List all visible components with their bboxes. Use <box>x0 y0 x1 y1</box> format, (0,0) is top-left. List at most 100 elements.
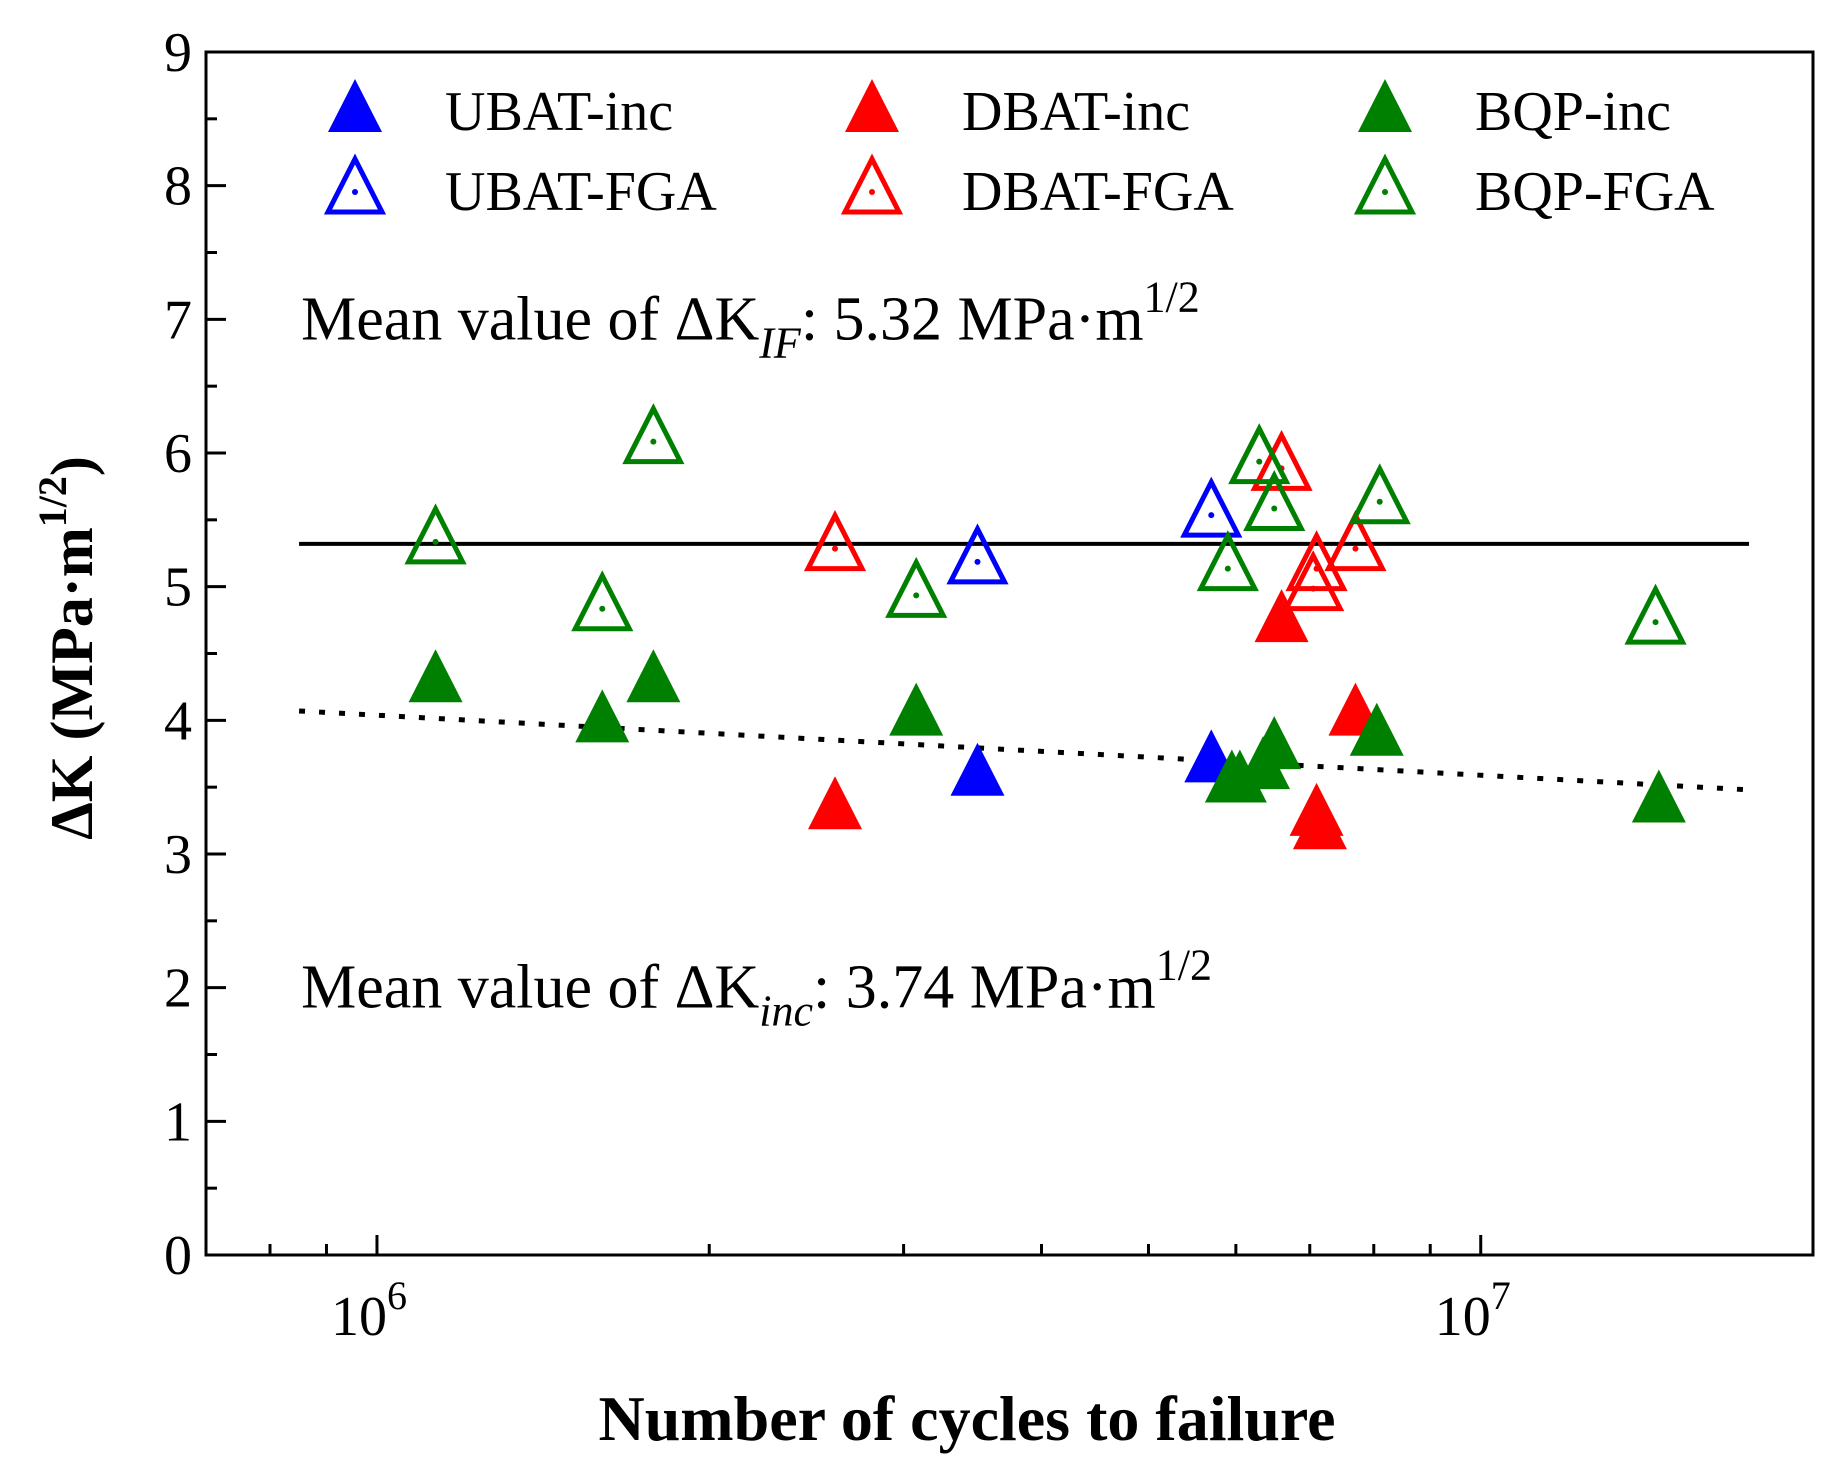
filled-triangle-marker <box>1254 589 1309 643</box>
y-tick-label: 5 <box>164 557 192 619</box>
filled-triangle-marker <box>808 776 863 830</box>
annotation-superscript: 1/2 <box>1144 272 1200 321</box>
marker-center-dot <box>1224 565 1231 572</box>
trend-line-delta-k-inc <box>298 708 1750 793</box>
hollow-triangle-marker <box>1228 423 1291 485</box>
x-tick-label-exponent: 7 <box>1491 1273 1511 1318</box>
marker-center-dot <box>1376 498 1383 505</box>
hollow-triangle-marker <box>840 153 904 215</box>
point-bqp-fga <box>1228 423 1291 485</box>
marker-center-dot <box>432 538 439 545</box>
hollow-triangle-marker <box>946 523 1009 585</box>
annotation-suffix: : 3.74 MPa·m <box>813 954 1156 1022</box>
point-bqp-inc <box>575 689 630 743</box>
point-bqp-inc <box>1212 749 1267 803</box>
legend-marker <box>323 153 387 215</box>
annotation-superscript: 1/2 <box>1156 941 1212 990</box>
y-tick-label: 3 <box>164 824 192 886</box>
marker-center-dot <box>1256 458 1263 465</box>
filled-triangle-marker <box>889 682 944 736</box>
point-bqp-fga <box>1624 583 1687 645</box>
hollow-triangle-marker <box>803 510 867 572</box>
point-bqp-inc <box>626 649 681 703</box>
filled-triangle-marker <box>328 79 382 132</box>
filled-triangle-marker <box>1631 769 1686 823</box>
legend-marker <box>840 153 904 215</box>
x-tick-label-base: 10 <box>331 1286 387 1348</box>
marker-center-dot <box>650 438 657 445</box>
annotation-subscript: inc <box>759 987 813 1036</box>
point-bqp-fga <box>571 570 634 632</box>
point-bqp-fga <box>1243 469 1306 531</box>
filled-triangle-marker <box>575 689 630 743</box>
marker-center-dot <box>832 545 839 552</box>
legend: UBAT-inc DBAT-inc BQP-inc UBAT-FGA DBAT-FGA B… <box>323 79 1715 223</box>
legend-label: DBAT-FGA <box>962 161 1234 223</box>
hollow-triangle-marker <box>622 403 685 465</box>
legend-label: BQP-inc <box>1475 81 1671 143</box>
y-axis-title-close: ) <box>39 456 105 476</box>
x-axis-ticks: 106 107 <box>204 1235 1511 1348</box>
y-tick-label: 8 <box>164 156 192 218</box>
marker-center-dot <box>599 605 606 612</box>
filled-triangle-marker <box>950 742 1005 796</box>
filled-triangle-marker <box>1358 79 1412 132</box>
marker-center-dot <box>1310 585 1317 592</box>
hollow-triangle-marker <box>885 556 948 618</box>
y-tick-label: 6 <box>164 423 192 485</box>
point-dbat-fga <box>1324 510 1387 572</box>
x-tick-label: 106 <box>331 1273 407 1348</box>
marker-center-dot <box>1382 189 1388 195</box>
y-tick-label: 9 <box>164 22 192 84</box>
marker-center-dot <box>352 189 358 195</box>
y-axis-title-group: ΔK (MPa·m1/2) <box>30 456 105 840</box>
legend-marker <box>328 79 382 132</box>
point-dbat-inc <box>808 776 863 830</box>
point-ubat-fga <box>946 523 1009 585</box>
annotation-prefix: Mean value of ΔK <box>301 285 759 353</box>
plot-frame <box>204 50 1815 1257</box>
point-bqp-fga <box>885 556 948 618</box>
marker-center-dot <box>869 189 875 195</box>
marker-center-dot <box>1208 512 1215 519</box>
x-tick-label-exponent: 6 <box>387 1273 407 1318</box>
annotation-subscript: IF <box>758 318 802 367</box>
hollow-triangle-marker <box>1282 550 1345 612</box>
hollow-triangle-marker <box>404 503 467 565</box>
y-tick-label: 1 <box>164 1091 192 1153</box>
x-tick-label-base: 10 <box>1435 1286 1491 1348</box>
filled-triangle-marker <box>408 649 463 703</box>
data-points <box>404 403 1687 850</box>
filled-triangle-marker <box>1247 716 1302 770</box>
hollow-triangle-marker <box>1324 510 1387 572</box>
point-ubat-fga <box>1180 476 1243 538</box>
y-tick-label: 0 <box>164 1225 192 1287</box>
legend-marker <box>1358 79 1412 132</box>
point-bqp-fga <box>622 403 685 465</box>
legend-label: BQP-FGA <box>1475 161 1715 223</box>
hollow-triangle-marker <box>1180 476 1243 538</box>
legend-label: DBAT-inc <box>962 81 1190 143</box>
point-dbat-inc <box>1254 589 1309 643</box>
legend-marker <box>845 79 899 132</box>
filled-triangle-marker <box>1212 749 1267 803</box>
marker-center-dot <box>1652 619 1659 626</box>
hollow-triangle-marker <box>1196 530 1259 592</box>
filled-triangle-marker <box>1349 702 1404 756</box>
y-axis-title-unit-exponent: 1/2 <box>30 476 75 527</box>
x-axis-title: Number of cycles to failure <box>598 1383 1335 1454</box>
x-tick-label: 107 <box>1435 1273 1511 1348</box>
marker-center-dot <box>1352 545 1359 552</box>
legend-label: UBAT-FGA <box>445 161 717 223</box>
y-axis-ticks: 0 1 2 3 4 5 6 7 8 9 <box>164 22 226 1287</box>
reference-lines <box>298 541 1750 793</box>
point-dbat-inc <box>1292 796 1347 850</box>
hollow-triangle-marker <box>1348 463 1411 525</box>
mean-value-annotation: Mean value of ΔKinc: 3.74 MPa·m1/2 <box>301 941 1212 1036</box>
y-tick-label: 7 <box>164 289 192 351</box>
marker-center-dot <box>1271 505 1278 512</box>
y-axis-title: ΔK (MPa·m1/2) <box>30 456 105 840</box>
